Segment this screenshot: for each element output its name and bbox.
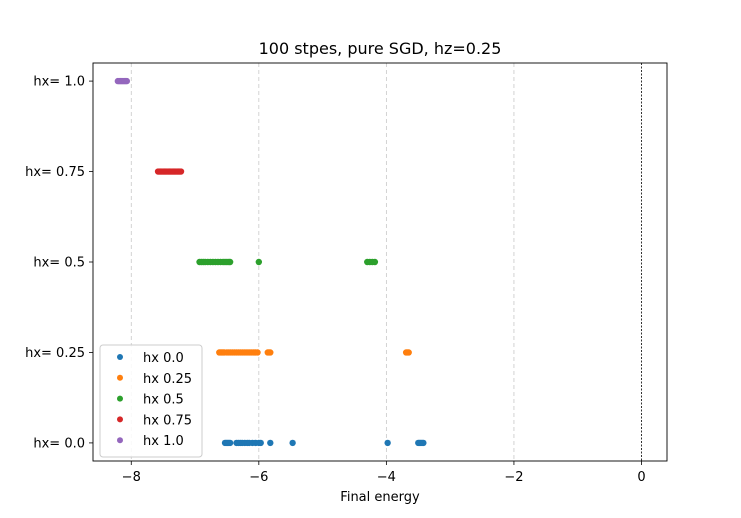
data-point [405,349,412,356]
legend-marker [117,395,123,402]
x-tick-label: 0 [637,470,645,485]
y-tick-label: hx= 0.5 [33,256,85,271]
y-tick-label: hx= 1.0 [33,75,85,90]
x-tick-label: −2 [504,470,523,485]
x-tick-label: −6 [249,470,268,485]
data-point [123,77,131,85]
series-hx-0_75 [154,168,185,175]
series-hx-0_0 [221,439,427,447]
legend-marker [117,437,123,444]
legend-entry: hx 1.0 [117,434,184,449]
series-hx-0_5 [196,258,379,266]
legend-entry: hx 0.25 [117,372,192,387]
x-axis-ticks: −8 −6 −4 −2 0 [122,461,646,485]
legend-marker [117,374,123,381]
legend: hx 0.0 hx 0.25 hx 0.5 hx 0.75 hx 1.0 [99,344,203,458]
y-tick-label: hx= 0.75 [25,165,85,180]
y-tick-label: hx= 0.25 [25,346,85,361]
data-point [371,258,379,266]
x-tick-label: −8 [122,470,141,485]
legend-marker [117,354,123,360]
legend-entry: hx 0.75 [117,413,192,428]
chart-title: 100 stpes, pure SGD, hz=0.25 [259,39,502,58]
data-point [226,439,234,447]
x-axis-label: Final energy [340,490,420,505]
data-point [257,439,264,447]
series-hx-0_25 [216,349,412,356]
legend-label: hx 0.75 [143,413,192,428]
data-points [114,77,427,447]
x-tick-label: −4 [377,470,396,485]
data-point [254,349,261,356]
legend-marker [117,416,123,423]
y-axis-ticks: hx= 0.0 hx= 0.25 hx= 0.5 hx= 0.75 hx= 1.0 [25,75,93,451]
legend-entry: hx 0.5 [117,393,184,408]
data-point [255,258,263,266]
data-point [420,439,427,447]
legend-box [99,344,203,458]
legend-entry: hx 0.0 [117,351,184,366]
data-point [226,258,234,266]
series-hx-1_0 [114,77,131,85]
legend-label: hx 0.0 [143,351,184,366]
data-point [177,168,185,175]
legend-label: hx 1.0 [143,434,184,449]
data-point [384,439,391,447]
data-point [267,349,274,356]
data-point [267,439,274,447]
data-point [289,439,296,447]
legend-label: hx 0.5 [143,393,184,408]
legend-label: hx 0.25 [143,372,192,387]
y-tick-label: hx= 0.0 [33,436,85,451]
